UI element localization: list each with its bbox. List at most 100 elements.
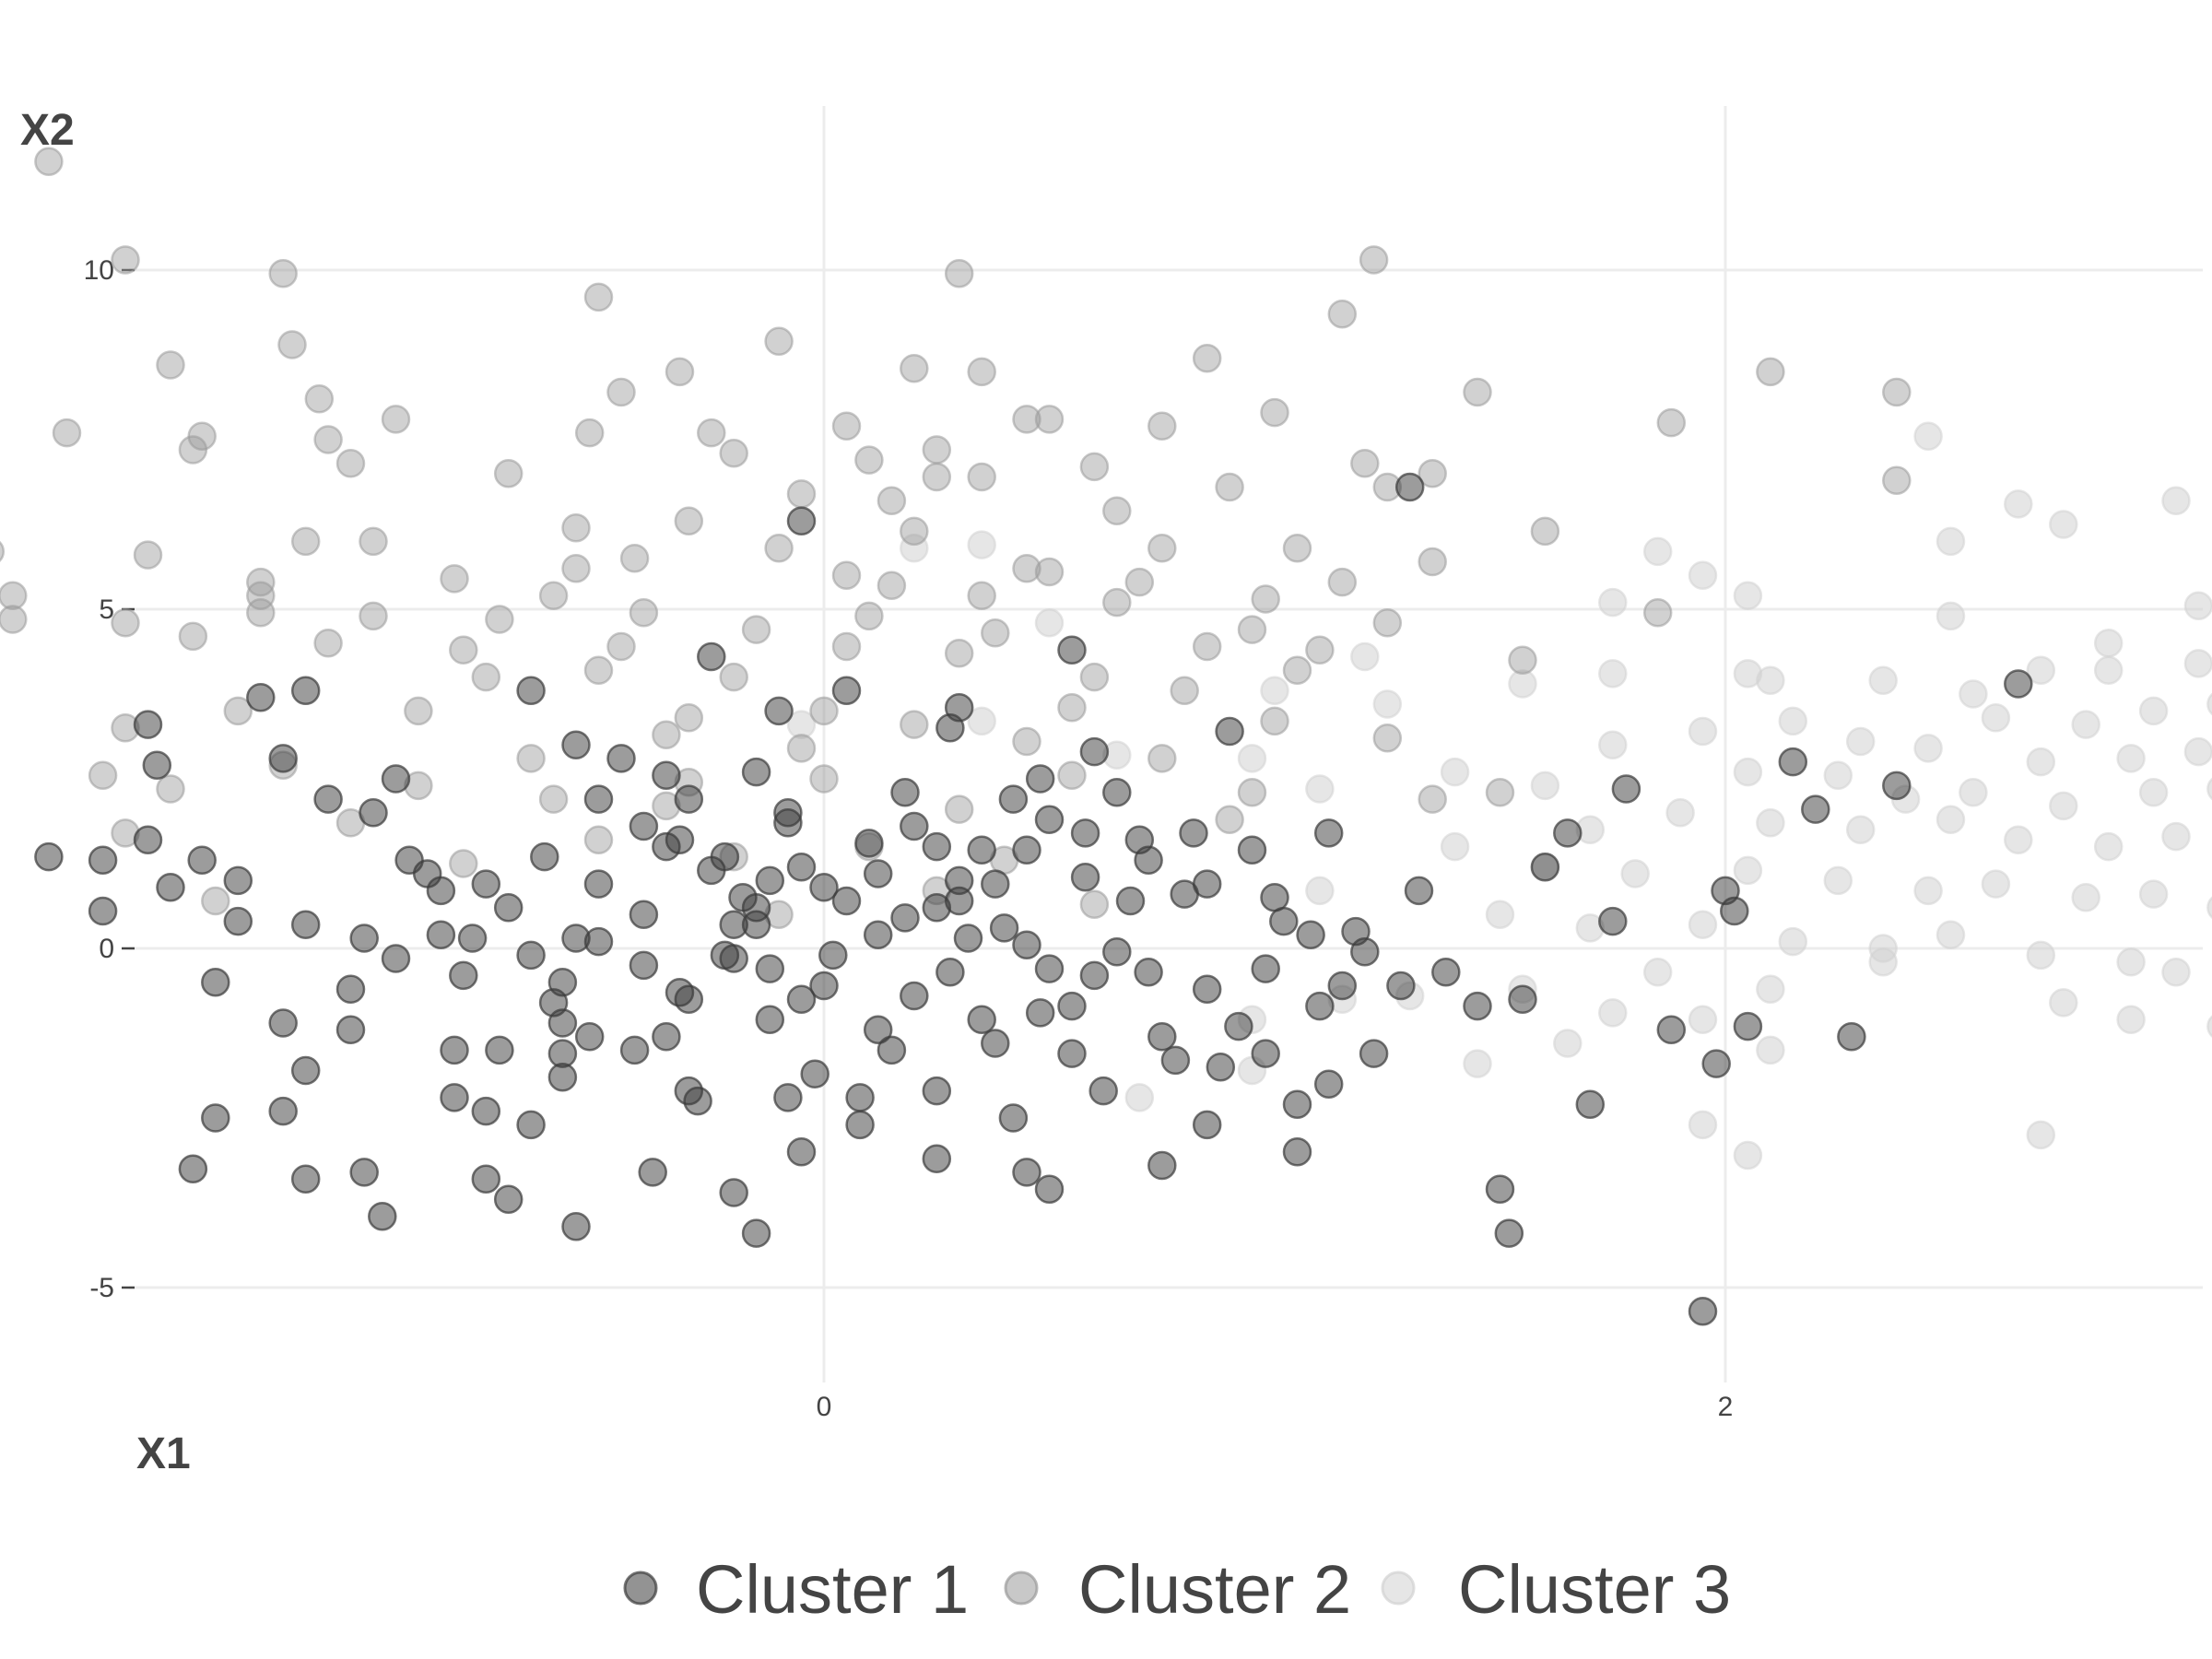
point-cluster-1 <box>449 960 478 991</box>
point-cluster-1 <box>1530 852 1560 882</box>
legend-swatch-cluster-1 <box>623 1571 658 1606</box>
point-cluster-2 <box>471 662 501 692</box>
point-cluster-1 <box>290 1055 321 1086</box>
point-cluster-3 <box>1733 1140 1763 1171</box>
point-cluster-2 <box>1260 706 1289 736</box>
point-cluster-1 <box>268 1008 298 1038</box>
point-cluster-2 <box>652 720 681 749</box>
point-cluster-1 <box>1305 991 1335 1021</box>
point-cluster-1 <box>606 744 636 773</box>
point-cluster-2 <box>156 350 185 380</box>
point-cluster-3 <box>2116 1005 2146 1035</box>
point-cluster-1 <box>290 676 321 706</box>
point-cluster-2 <box>944 794 974 824</box>
point-cluster-1 <box>900 981 929 1011</box>
point-cluster-2 <box>1124 567 1155 597</box>
point-cluster-3 <box>2206 896 2212 920</box>
point-cluster-1 <box>1192 974 1222 1004</box>
x-tick-label: 0 <box>817 1392 832 1422</box>
point-cluster-1 <box>471 1096 501 1126</box>
point-cluster-2 <box>538 784 569 814</box>
point-cluster-2 <box>1305 635 1335 665</box>
point-cluster-3 <box>1845 726 1876 757</box>
point-cluster-1 <box>142 750 172 781</box>
point-cluster-2 <box>381 405 411 434</box>
point-cluster-3 <box>1936 526 1966 557</box>
point-cluster-2 <box>1012 554 1041 583</box>
point-cluster-1 <box>268 1096 298 1126</box>
point-cluster-1 <box>268 744 298 773</box>
point-cluster-2 <box>313 425 343 454</box>
point-cluster-2 <box>1372 724 1403 753</box>
point-cluster-1 <box>1070 862 1100 892</box>
point-cluster-3 <box>1868 665 1898 696</box>
point-cluster-2 <box>1327 567 1358 597</box>
point-cluster-1 <box>674 984 704 1014</box>
point-cluster-3 <box>1688 560 1718 590</box>
point-cluster-3 <box>1642 958 1673 987</box>
point-cluster-1 <box>133 710 163 739</box>
point-cluster-2 <box>178 435 208 465</box>
point-cluster-1 <box>1801 794 1830 824</box>
point-cluster-1 <box>922 831 952 862</box>
point-cluster-3 <box>2161 486 2191 515</box>
point-cluster-1 <box>88 845 118 876</box>
point-cluster-1 <box>440 1083 469 1112</box>
point-cluster-2 <box>741 615 771 644</box>
point-cluster-1 <box>922 893 952 923</box>
point-cluster-2 <box>786 479 817 509</box>
point-cluster-2 <box>574 418 605 448</box>
point-cluster-3 <box>1733 581 1763 611</box>
point-cluster-2 <box>922 435 952 465</box>
point-cluster-1 <box>1012 835 1041 865</box>
point-cluster-3 <box>1823 760 1853 791</box>
point-cluster-1 <box>426 920 456 950</box>
point-cluster-1 <box>335 974 366 1004</box>
point-cluster-1 <box>629 900 659 929</box>
point-cluster-3 <box>1913 421 1943 452</box>
point-cluster-2 <box>944 258 974 288</box>
point-cluster-2 <box>1350 449 1380 478</box>
point-cluster-2 <box>277 330 307 359</box>
point-cluster-2 <box>1485 777 1515 807</box>
legend-swatch-cluster-2 <box>1004 1571 1039 1606</box>
point-cluster-1 <box>368 1201 397 1231</box>
point-cluster-2 <box>854 445 884 475</box>
point-cluster-2 <box>1327 300 1358 329</box>
point-cluster-1 <box>922 1144 952 1173</box>
point-cluster-2 <box>1756 357 1785 387</box>
point-cluster-2 <box>516 744 546 773</box>
data-points <box>0 147 2212 1326</box>
point-cluster-2 <box>1260 397 1289 428</box>
point-cluster-1 <box>1102 936 1132 967</box>
legend: Cluster 1 Cluster 2 Cluster 3 <box>623 1551 1731 1628</box>
point-cluster-1 <box>133 825 163 854</box>
point-cluster-2 <box>404 696 433 726</box>
point-cluster-1 <box>652 831 681 862</box>
point-cluster-2 <box>674 506 704 536</box>
point-cluster-1 <box>967 1005 996 1035</box>
point-cluster-2 <box>1882 465 1912 495</box>
point-cluster-2 <box>583 655 614 685</box>
point-cluster-1 <box>1237 835 1267 865</box>
point-cluster-1 <box>223 865 253 896</box>
point-cluster-1 <box>652 1021 681 1052</box>
point-cluster-1 <box>629 950 659 981</box>
point-cluster-1 <box>1688 1297 1718 1326</box>
point-cluster-1 <box>1206 1053 1236 1082</box>
point-cluster-1 <box>800 1059 830 1088</box>
point-cluster-1 <box>561 1212 591 1241</box>
point-cluster-2 <box>201 886 230 916</box>
point-cluster-1 <box>755 954 785 983</box>
point-cluster-2 <box>449 849 478 878</box>
point-cluster-1 <box>953 924 983 953</box>
point-cluster-1 <box>1034 805 1065 834</box>
point-cluster-1 <box>485 1035 514 1065</box>
point-cluster-1 <box>935 958 965 987</box>
point-cluster-1 <box>652 760 681 791</box>
point-cluster-1 <box>1025 764 1055 794</box>
point-cluster-1 <box>1192 1110 1222 1140</box>
point-cluster-1 <box>349 924 379 953</box>
point-cluster-1 <box>619 1035 650 1065</box>
point-cluster-1 <box>457 924 488 953</box>
